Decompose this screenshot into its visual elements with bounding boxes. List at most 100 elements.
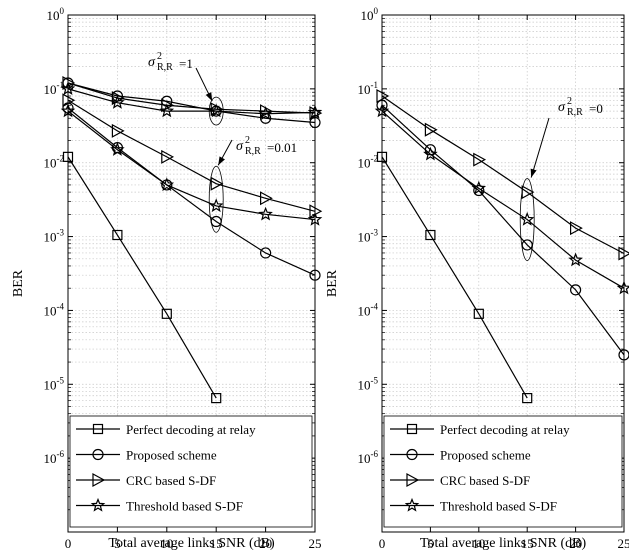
- series-line: [67, 82, 316, 114]
- y-tick-label: 10-3: [44, 228, 65, 245]
- x-tick-label: 5: [114, 536, 121, 550]
- data-point-star: [159, 177, 175, 192]
- data-point-star: [60, 81, 76, 96]
- series-line: [67, 107, 316, 276]
- data-point-square: [522, 393, 533, 404]
- data-point-square: [112, 229, 123, 241]
- annotation: σ 2R,R =1: [148, 51, 224, 126]
- y-tick-exponent: 0: [60, 6, 65, 16]
- y-axis-label: BER: [325, 269, 340, 297]
- series-star: [374, 103, 629, 295]
- legend-label: Proposed scheme: [126, 448, 217, 463]
- series-line: [381, 104, 625, 356]
- data-point-triangle-right: [260, 191, 273, 206]
- data-point-star: [258, 106, 273, 120]
- series-triangle-right: [62, 93, 323, 219]
- data-point-triangle-right: [210, 176, 224, 191]
- series-circle: [62, 102, 321, 281]
- sigma-subscript: R,R: [157, 62, 173, 73]
- legend-label: Perfect decoding at relay: [126, 422, 256, 437]
- x-axis-label: Total average links SNR (dB): [420, 536, 587, 550]
- legend-marker-square: [406, 423, 418, 435]
- legend-label: Threshold based S-DF: [440, 499, 557, 514]
- data-point-triangle-right: [376, 89, 390, 104]
- sigma-superscript: 2: [157, 51, 162, 62]
- y-tick-base: 10: [47, 8, 60, 23]
- data-point-star: [307, 104, 323, 119]
- legend-item: Perfect decoding at relay: [76, 422, 256, 437]
- data-point-star: [208, 198, 224, 213]
- legend-item: Proposed scheme: [390, 448, 531, 463]
- series-line: [67, 156, 217, 399]
- annotation-ellipse: [208, 96, 224, 126]
- y-tick-base: 10: [44, 377, 57, 392]
- y-tick-exponent: -4: [57, 301, 65, 311]
- annotation-arrow: [530, 117, 550, 178]
- y-tick-exponent: -1: [57, 80, 65, 90]
- data-point-triangle-right: [618, 246, 629, 261]
- y-tick-exponent: -3: [57, 228, 65, 238]
- data-point-star: [616, 280, 629, 295]
- annotation-arrowhead: [218, 156, 225, 166]
- sigma-symbol: σ: [236, 139, 244, 154]
- annotation-value: =0.01: [267, 140, 297, 155]
- y-tick-exponent: -5: [57, 375, 65, 385]
- data-point-star: [568, 252, 583, 267]
- y-tick-base: 10: [44, 230, 57, 245]
- data-point-circle: [376, 99, 388, 111]
- data-point-star: [423, 146, 438, 161]
- data-point-star: [208, 103, 224, 118]
- legend-marker-triangle-right: [406, 472, 420, 488]
- data-point-triangle-right: [161, 149, 175, 164]
- data-point-triangle-right: [473, 152, 487, 167]
- series-star: [60, 81, 323, 120]
- series-square: [62, 151, 222, 404]
- data-point-square: [473, 308, 484, 319]
- annotation-label: σ 2R,R =0: [558, 96, 603, 118]
- legend-label: CRC based S-DF: [126, 473, 216, 488]
- y-tick-base: 10: [44, 156, 57, 171]
- legend-label: Proposed scheme: [440, 448, 531, 463]
- legend-box: [383, 415, 623, 528]
- annotation-ellipse: [208, 165, 224, 233]
- data-point-circle: [260, 247, 272, 259]
- data-point-square: [376, 151, 388, 162]
- x-tick-label: 15: [210, 536, 223, 550]
- legend-marker-circle: [406, 448, 418, 461]
- legend-marker-star: [90, 497, 106, 512]
- y-tick-label: 10-1: [44, 80, 65, 97]
- y-tick-label: 10-4: [44, 301, 65, 318]
- legend-box: [69, 415, 313, 528]
- y-tick-label: 10-6: [358, 449, 379, 466]
- y-tick-label: 10-4: [358, 301, 379, 318]
- data-point-triangle-right: [111, 91, 125, 106]
- y-tick-exponent: -3: [371, 228, 379, 238]
- series-triangle-right: [376, 89, 629, 261]
- data-point-star: [258, 206, 273, 221]
- y-tick-base: 10: [358, 156, 371, 171]
- plot-frame: [67, 14, 316, 533]
- annotation-label: σ 2R,R =1: [148, 51, 193, 73]
- series-line: [67, 82, 316, 124]
- legend-item: Threshold based S-DF: [390, 497, 557, 514]
- x-tick-label: 10: [160, 536, 173, 550]
- data-point-star: [307, 211, 323, 226]
- legend-item: CRC based S-DF: [390, 472, 530, 488]
- y-tick-label: 10-1: [358, 80, 379, 97]
- legend: Perfect decoding at relay Proposed scheme…: [383, 415, 623, 528]
- annotation-arrowhead: [530, 168, 537, 178]
- legend-marker-triangle-right: [92, 472, 106, 488]
- x-tick-label: 20: [569, 536, 582, 550]
- x-tick-label: 25: [309, 536, 322, 550]
- data-point-circle: [473, 184, 485, 197]
- y-tick-exponent: -5: [371, 375, 379, 385]
- y-tick-label: 10-5: [44, 375, 65, 392]
- data-point-triangle-right: [62, 93, 76, 108]
- x-tick-label: 5: [427, 536, 434, 550]
- series-line: [67, 110, 316, 221]
- y-tick-label: 10-5: [358, 375, 379, 392]
- y-tick-label: 10-3: [358, 228, 379, 245]
- y-tick-base: 10: [358, 82, 371, 97]
- series-star: [60, 103, 323, 226]
